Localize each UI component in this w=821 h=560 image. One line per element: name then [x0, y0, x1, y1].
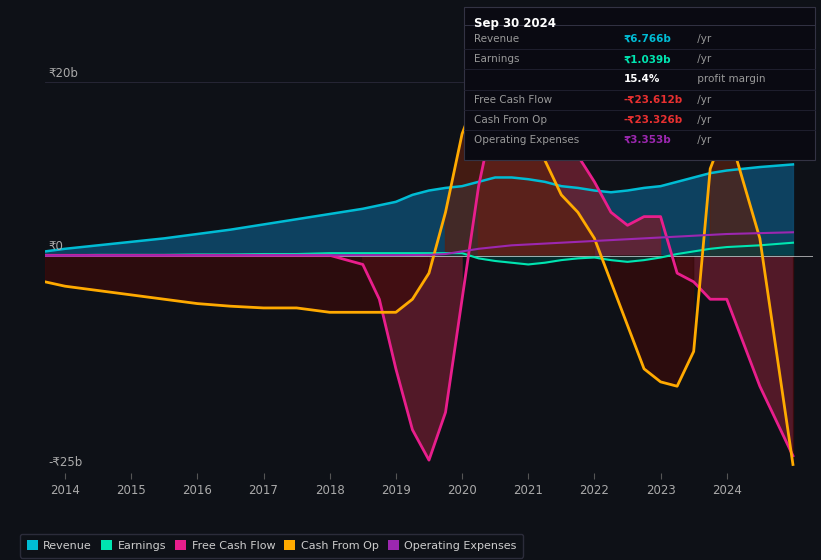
- Text: Operating Expenses: Operating Expenses: [474, 135, 579, 145]
- Text: /yr: /yr: [694, 135, 711, 145]
- Text: -₹23.326b: -₹23.326b: [624, 115, 683, 125]
- Text: /yr: /yr: [694, 34, 711, 44]
- Text: ₹0: ₹0: [48, 240, 63, 253]
- Legend: Revenue, Earnings, Free Cash Flow, Cash From Op, Operating Expenses: Revenue, Earnings, Free Cash Flow, Cash …: [20, 534, 523, 558]
- Text: ₹6.766b: ₹6.766b: [624, 34, 672, 44]
- Text: Free Cash Flow: Free Cash Flow: [474, 95, 552, 105]
- Text: ₹20b: ₹20b: [48, 67, 78, 80]
- Text: 15.4%: 15.4%: [624, 74, 660, 85]
- Text: /yr: /yr: [694, 54, 711, 64]
- Text: Cash From Op: Cash From Op: [474, 115, 547, 125]
- Text: Earnings: Earnings: [474, 54, 519, 64]
- Text: ₹3.353b: ₹3.353b: [624, 135, 672, 145]
- Text: /yr: /yr: [694, 115, 711, 125]
- Text: profit margin: profit margin: [694, 74, 765, 85]
- Text: Sep 30 2024: Sep 30 2024: [474, 17, 556, 30]
- Text: -₹23.612b: -₹23.612b: [624, 95, 683, 105]
- Text: -₹25b: -₹25b: [48, 456, 83, 469]
- Text: /yr: /yr: [694, 95, 711, 105]
- Text: ₹1.039b: ₹1.039b: [624, 54, 672, 64]
- Text: Revenue: Revenue: [474, 34, 519, 44]
